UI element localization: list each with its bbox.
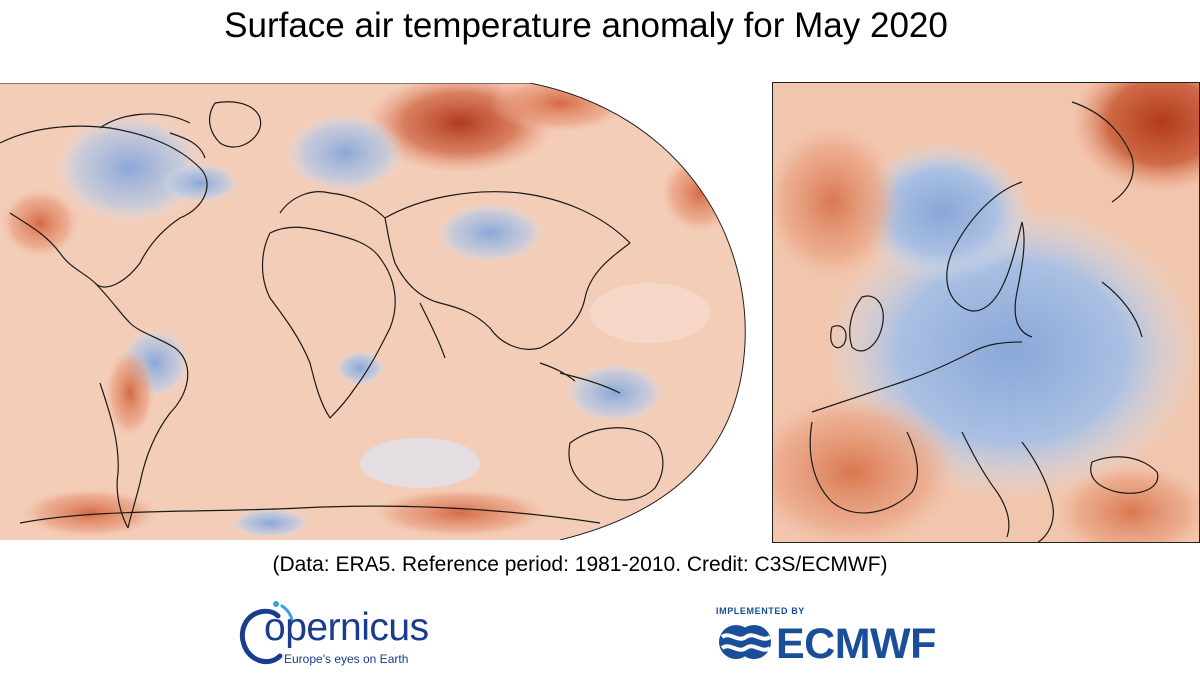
implemented-by-label: IMPLEMENTED BY	[716, 606, 805, 616]
copernicus-tagline: Europe's eyes on Earth	[284, 652, 409, 666]
ecmwf-logo: IMPLEMENTED BY ECMWF	[712, 602, 962, 668]
chart-title: Surface air temperature anomaly for May …	[224, 6, 948, 45]
data-credit: (Data: ERA5. Reference period: 1981-2010…	[272, 553, 888, 576]
copernicus-wordmark: opernicus	[264, 606, 429, 649]
europe-anomaly-map	[772, 82, 1200, 543]
ecmwf-waves-icon	[719, 625, 772, 659]
copernicus-logo: opernicus Europe's eyes on Earth	[236, 598, 436, 670]
ecmwf-wordmark: ECMWF	[776, 620, 936, 668]
world-anomaly-map	[0, 83, 746, 540]
copernicus-c-icon	[240, 601, 294, 665]
